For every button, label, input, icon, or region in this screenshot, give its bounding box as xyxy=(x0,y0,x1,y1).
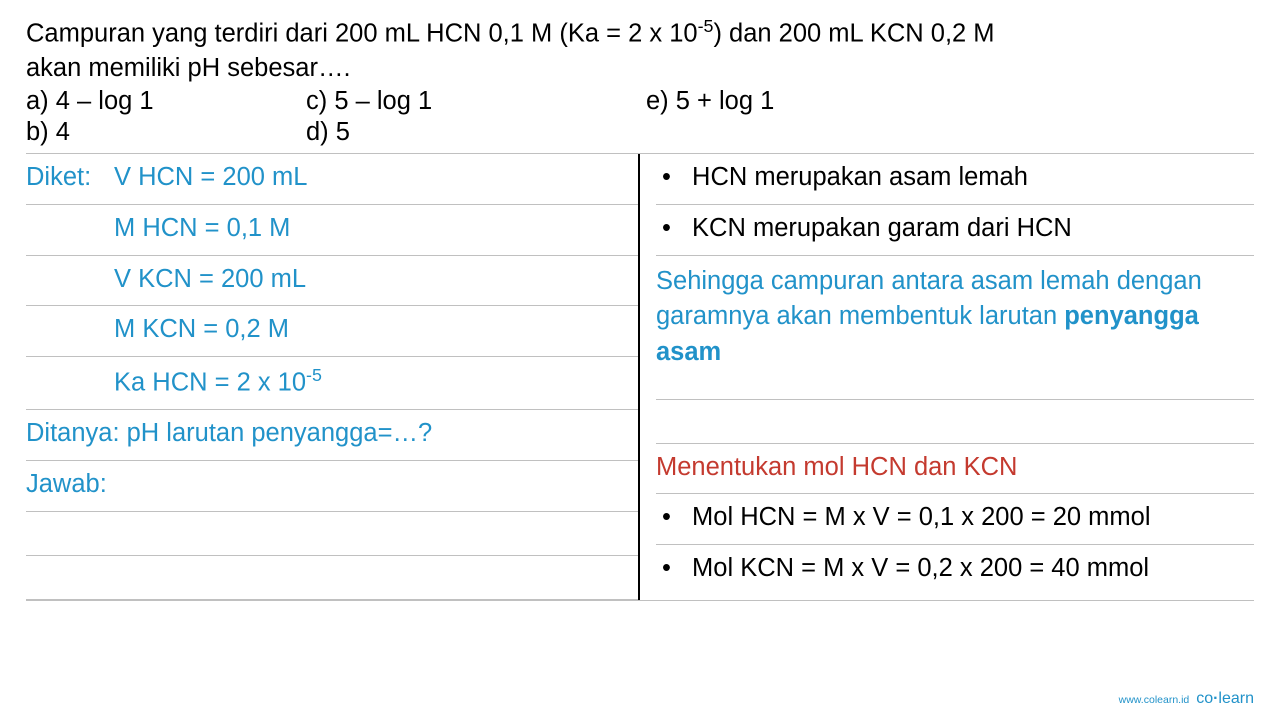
question-block: Campuran yang terdiri dari 200 mL HCN 0,… xyxy=(26,14,1254,147)
ka-sup: -5 xyxy=(306,365,322,385)
option-a: a) 4 – log 1 xyxy=(26,87,306,116)
option-empty xyxy=(646,118,1254,147)
right-empty xyxy=(656,400,1254,444)
step-0-text: Mol HCN = M x V = 0,1 x 200 = 20 mmol xyxy=(692,503,1150,531)
step-title-text: Menentukan mol HCN dan KCN xyxy=(656,453,1017,481)
footer: www.colearn.id co·learn xyxy=(1119,690,1254,708)
ditanya-text: Ditanya: pH larutan penyangga=…? xyxy=(26,419,432,447)
diket-row-1: M HCN = 0,1 M xyxy=(26,205,638,256)
step-1: Mol KCN = M x V = 0,2 x 200 = 40 mmol xyxy=(656,545,1254,595)
diket-val-2: V KCN = 200 mL xyxy=(114,265,306,293)
question-line2: akan memiliki pH sebesar…. xyxy=(26,54,351,82)
step-title: Menentukan mol HCN dan KCN xyxy=(656,444,1254,495)
diket-label: Diket: xyxy=(26,160,114,196)
solution-area: Diket:V HCN = 200 mL M HCN = 0,1 M V KCN… xyxy=(26,153,1254,599)
step-1-text: Mol KCN = M x V = 0,2 x 200 = 40 mmol xyxy=(692,554,1149,582)
option-e: e) 5 + log 1 xyxy=(646,87,1254,116)
left-column: Diket:V HCN = 200 mL M HCN = 0,1 M V KCN… xyxy=(26,154,640,599)
footer-url: www.colearn.id xyxy=(1119,694,1190,706)
diket-row-2: V KCN = 200 mL xyxy=(26,256,638,307)
jawab-text: Jawab: xyxy=(26,470,107,498)
jawab-row: Jawab: xyxy=(26,461,638,512)
option-c: c) 5 – log 1 xyxy=(306,87,646,116)
brand-learn: learn xyxy=(1218,690,1254,707)
question-line1-sup: -5 xyxy=(698,16,714,36)
option-b: b) 4 xyxy=(26,118,306,147)
note-0: HCN merupakan asam lemah xyxy=(656,154,1254,205)
diket-row-0: Diket:V HCN = 200 mL xyxy=(26,154,638,205)
options-row-2: b) 4 d) 5 xyxy=(26,118,1254,147)
note-0-text: HCN merupakan asam lemah xyxy=(692,163,1028,191)
ka-row: Ka HCN = 2 x 10-5 xyxy=(26,357,638,410)
bottom-border xyxy=(26,600,1254,634)
diket-val-1: M HCN = 0,1 M xyxy=(114,214,290,242)
left-empty-2 xyxy=(26,556,638,600)
question-line1: Campuran yang terdiri dari 200 mL HCN 0,… xyxy=(26,20,698,48)
diket-row-3: M KCN = 0,2 M xyxy=(26,306,638,357)
footer-brand: co·learn xyxy=(1196,690,1254,707)
brand-co: co xyxy=(1196,690,1213,707)
note-1: KCN merupakan garam dari HCN xyxy=(656,205,1254,256)
options-row-1: a) 4 – log 1 c) 5 – log 1 e) 5 + log 1 xyxy=(26,87,1254,116)
step-0: Mol HCN = M x V = 0,1 x 200 = 20 mmol xyxy=(656,494,1254,545)
conclusion: Sehingga campuran antara asam lemah deng… xyxy=(656,256,1254,400)
left-empty-1 xyxy=(26,512,638,556)
question-line1-end: ) dan 200 mL KCN 0,2 M xyxy=(713,20,994,48)
diket-val-0: V HCN = 200 mL xyxy=(114,163,307,191)
note-1-text: KCN merupakan garam dari HCN xyxy=(692,214,1072,242)
diket-val-3: M KCN = 0,2 M xyxy=(114,315,289,343)
ka-prefix: Ka HCN = 2 x 10 xyxy=(114,369,306,397)
option-d: d) 5 xyxy=(306,118,646,147)
ditanya-row: Ditanya: pH larutan penyangga=…? xyxy=(26,410,638,461)
question-text: Campuran yang terdiri dari 200 mL HCN 0,… xyxy=(26,14,1254,85)
right-column: HCN merupakan asam lemah KCN merupakan g… xyxy=(640,154,1254,599)
